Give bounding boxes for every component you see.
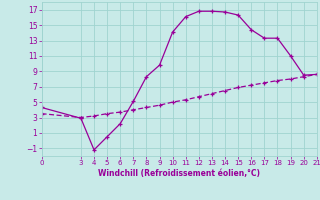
X-axis label: Windchill (Refroidissement éolien,°C): Windchill (Refroidissement éolien,°C) [98,169,260,178]
